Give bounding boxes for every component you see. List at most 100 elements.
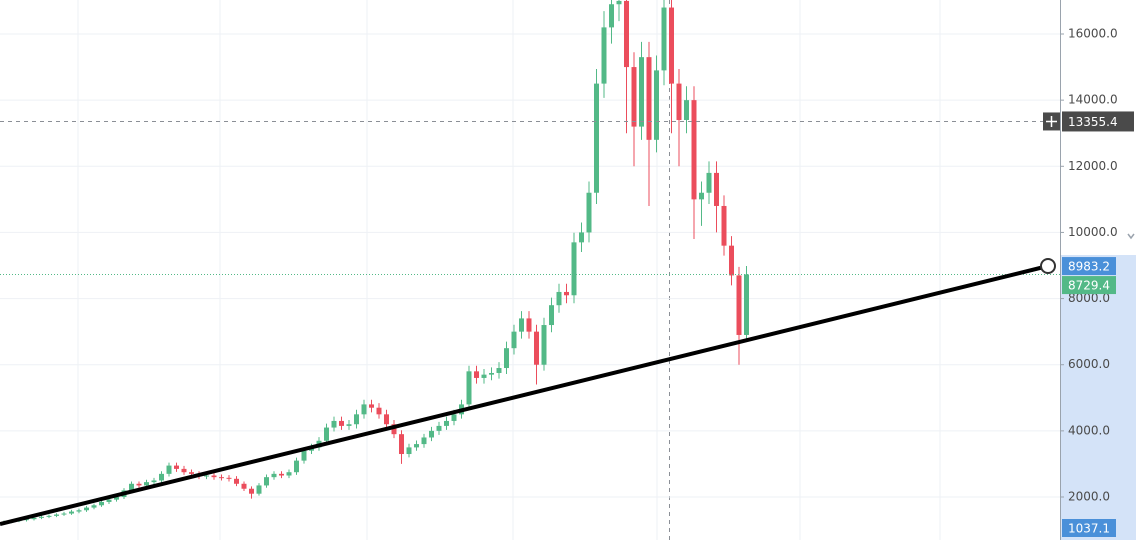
candle-body [736, 275, 742, 335]
y-tick-label: 8000.0 [1068, 291, 1110, 305]
candle-body [504, 348, 509, 369]
candle-body [646, 57, 652, 140]
candle-body [211, 475, 217, 478]
candle-body [451, 414, 457, 421]
candle-body [421, 437, 427, 445]
candle-body [444, 420, 449, 426]
candle-body [436, 425, 442, 431]
candle-body [691, 100, 697, 200]
y-tick-label: 6000.0 [1068, 357, 1110, 371]
candle-body [204, 475, 209, 477]
candle-body [264, 477, 269, 486]
candle-body [429, 430, 434, 438]
candle-body [354, 414, 359, 425]
candle-body [369, 404, 374, 408]
candle-body [361, 404, 367, 415]
candle-body [234, 478, 239, 484]
candle-body [549, 305, 554, 326]
candle-body [376, 407, 382, 415]
y-tick-label: 4000.0 [1068, 423, 1110, 437]
candle-body [346, 424, 352, 426]
scroll-icon[interactable] [1127, 233, 1135, 240]
candle-body [519, 318, 524, 332]
candle-body [729, 245, 734, 276]
candle-body [564, 291, 569, 296]
candle-body [339, 420, 344, 426]
candle-body [279, 473, 284, 476]
price-label-box [1062, 257, 1116, 276]
candle-body [721, 205, 727, 246]
candle-body [144, 482, 149, 486]
candle-body [639, 57, 644, 127]
y-tick-label: 2000.0 [1068, 490, 1110, 504]
volume-label-box [1062, 519, 1116, 537]
candle-body [391, 424, 397, 435]
candle-body [384, 414, 389, 425]
candle-body [406, 447, 412, 455]
candle-body [324, 427, 329, 441]
candle-body [331, 420, 337, 428]
candles [1, 0, 749, 525]
candle-body [699, 192, 704, 200]
price-label: 8983.2 [1068, 260, 1110, 274]
candle-body [579, 232, 584, 243]
candle-body [226, 477, 232, 479]
candle-body [219, 477, 224, 479]
candle-body [714, 172, 719, 206]
candle-body [586, 192, 592, 233]
y-tick-label: 12000.0 [1068, 159, 1118, 173]
price-label-box [1062, 276, 1116, 295]
price-label: 8729.4 [1068, 279, 1110, 293]
candle-body [294, 460, 299, 473]
trend-line[interactable] [0, 264, 1049, 526]
candle-body [511, 331, 517, 349]
candle-body [489, 372, 494, 375]
trend-line-handle[interactable] [1040, 258, 1056, 274]
axis-highlight [1061, 255, 1136, 540]
candle-body [466, 371, 472, 405]
candle-body [661, 7, 667, 71]
candle-body [174, 465, 179, 469]
candle-body [69, 511, 74, 514]
candle-body [526, 318, 532, 332]
overlay [0, 120, 1060, 275]
candle-body [706, 172, 712, 193]
candle-body [84, 507, 89, 511]
candle-body [654, 70, 659, 140]
candle-body [571, 242, 577, 296]
candle-body [91, 505, 97, 508]
candle-body [31, 517, 37, 520]
candle-body [159, 473, 164, 481]
price-axis: 2000.0 4000.0 6000.0 8000.0 10000.0 12000.0 14… [1043, 26, 1134, 537]
candle-body [54, 514, 59, 516]
candle-body [106, 499, 112, 502]
candle-body [594, 83, 599, 193]
candle-body [181, 468, 187, 473]
crosshair-price-box [1062, 111, 1134, 132]
volume-label: 1037.1 [1068, 522, 1110, 536]
candle-body [481, 374, 487, 378]
candle-body [136, 483, 142, 486]
candle-body [399, 434, 404, 455]
candle-body [61, 513, 67, 515]
candle-body [271, 473, 277, 478]
candle-body [46, 515, 52, 517]
candle-body [129, 483, 134, 491]
crosshair-price-label: 13355.4 [1068, 115, 1118, 129]
candle-body [114, 497, 119, 500]
y-tick-label: 10000.0 [1068, 225, 1118, 239]
y-tick-label: 14000.0 [1068, 93, 1118, 107]
candle-body [609, 4, 614, 28]
candle-body [474, 371, 479, 378]
candle-body [249, 488, 254, 494]
y-tick-label: 16000.0 [1068, 26, 1118, 40]
grid [0, 33, 1060, 498]
candle-body [99, 501, 104, 506]
crosshair-plus[interactable] [1046, 115, 1057, 127]
candle-body [301, 450, 307, 461]
candle-body [744, 274, 749, 335]
candle-body [684, 100, 689, 120]
candle-body [624, 0, 629, 68]
